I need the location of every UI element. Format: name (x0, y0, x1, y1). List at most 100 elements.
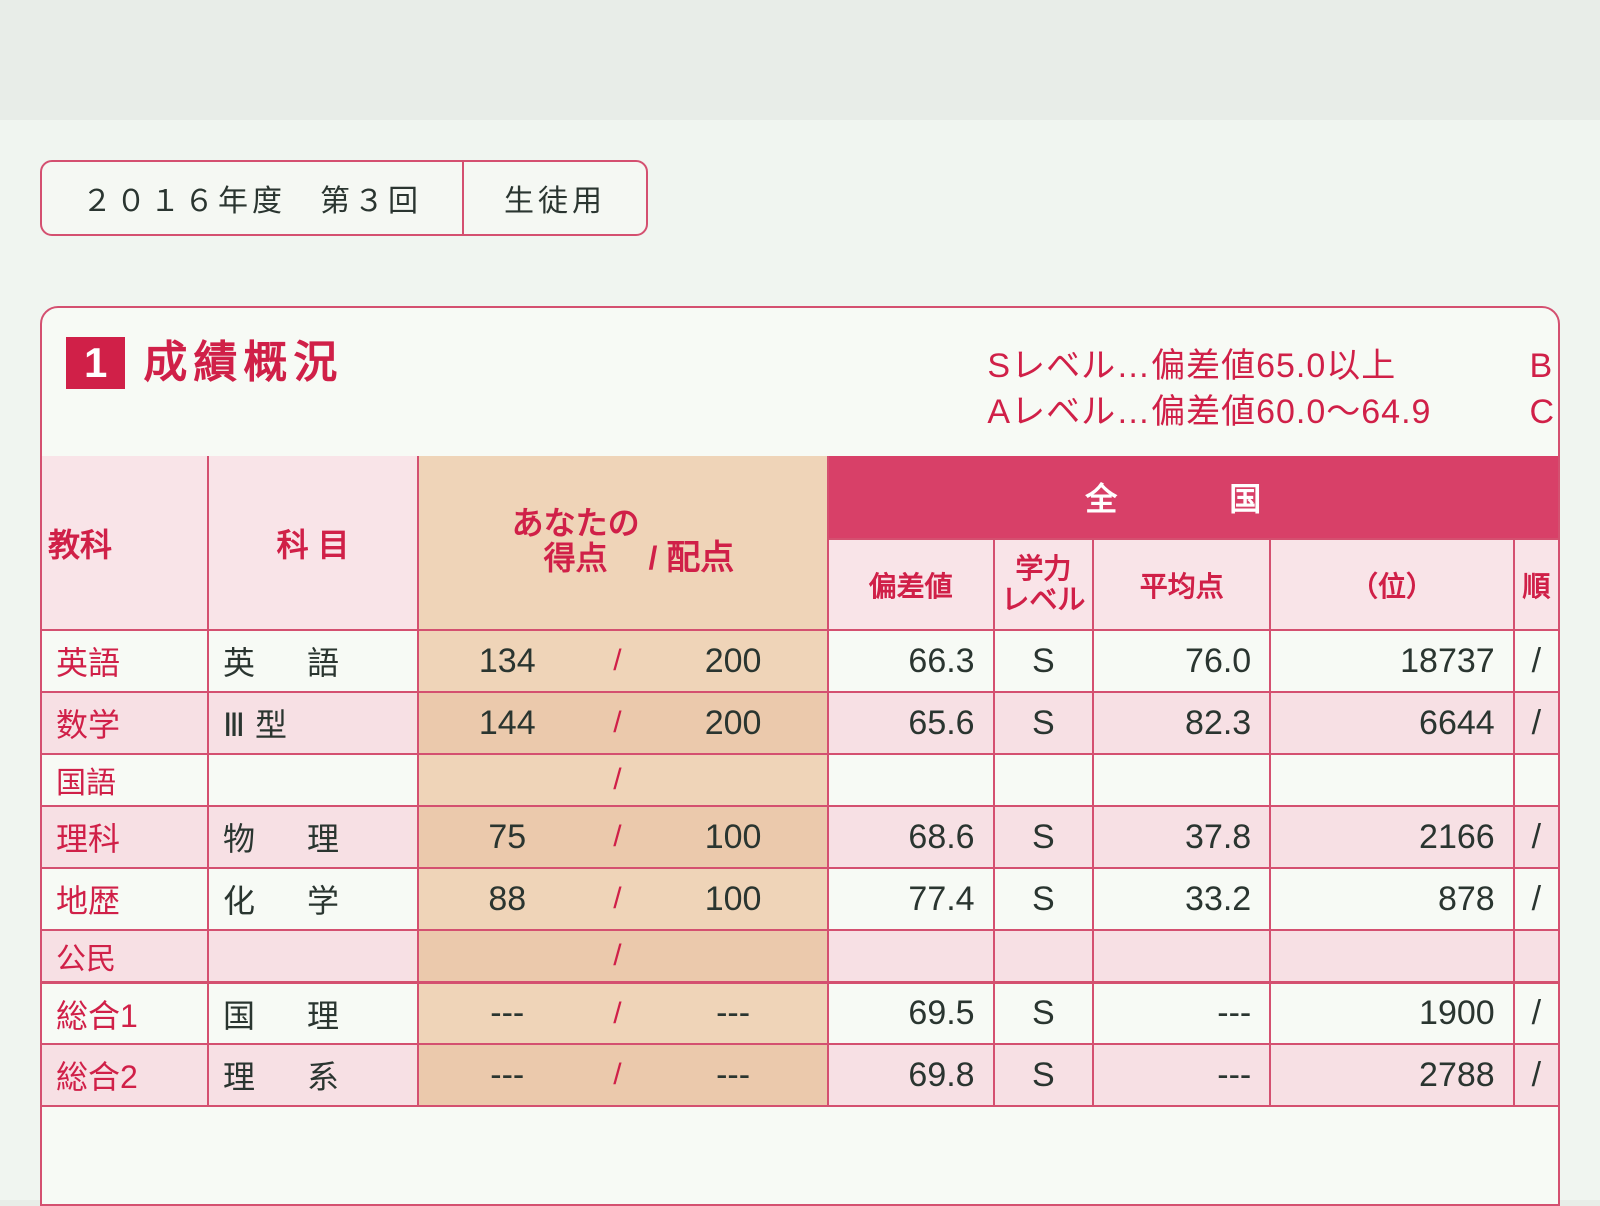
col-subject: 教科 (42, 456, 208, 631)
table-row: 数学Ⅲ型144/20065.6S82.36644/ (42, 692, 1558, 754)
row-max: --- (640, 982, 828, 1044)
row-score: 134 (418, 630, 595, 692)
row-max: 200 (640, 630, 828, 692)
row-level: S (994, 982, 1094, 1044)
row-average (1093, 754, 1270, 806)
col-item: 科 目 (208, 456, 418, 631)
row-item: 物 理 (208, 806, 418, 868)
section-title-row: 1 成績概況 Sレベル…偏差値65.0以上 Aレベル…偏差値60.0〜64.9 … (42, 308, 1558, 456)
row-slash: / (595, 1044, 639, 1106)
row-rank-sep: / (1514, 692, 1558, 754)
row-average: 37.8 (1093, 806, 1270, 868)
level-legend: Sレベル…偏差値65.0以上 Aレベル…偏差値60.0〜64.9 (987, 344, 1431, 436)
row-item (208, 930, 418, 982)
row-deviation (828, 754, 994, 806)
row-score: --- (418, 982, 595, 1044)
row-subject: 英語 (42, 630, 208, 692)
row-average: 76.0 (1093, 630, 1270, 692)
main-frame: 1 成績概況 Sレベル…偏差値65.0以上 Aレベル…偏差値60.0〜64.9 … (40, 306, 1560, 1206)
row-rank-sep: / (1514, 868, 1558, 930)
row-deviation: 69.5 (828, 982, 994, 1044)
row-rank: 878 (1270, 868, 1513, 930)
row-rank: 2788 (1270, 1044, 1513, 1106)
row-subject: 国語 (42, 754, 208, 806)
row-deviation: 77.4 (828, 868, 994, 930)
your-score-label: あなたの得点 (512, 506, 640, 576)
audience-label: 生徒用 (464, 162, 646, 234)
row-rank-sep: / (1514, 806, 1558, 868)
row-deviation: 65.6 (828, 692, 994, 754)
row-level: S (994, 868, 1094, 930)
row-rank-sep (1514, 754, 1558, 806)
row-slash: / (595, 754, 639, 806)
row-subject: 総合2 (42, 1044, 208, 1106)
col-deviation: 偏差値 (828, 539, 994, 631)
row-subject: 理科 (42, 806, 208, 868)
max-label: 配点 (666, 539, 734, 577)
row-score (418, 930, 595, 982)
col-average: 平均点 (1093, 539, 1270, 631)
row-slash: / (595, 868, 639, 930)
col-rank-right: 順 (1514, 539, 1558, 631)
table-row: 地歴化 学88/10077.4S33.2878/ (42, 868, 1558, 930)
row-max (640, 754, 828, 806)
table-row: 理科物 理75/10068.6S37.82166/ (42, 806, 1558, 868)
legend-b: B (1529, 344, 1554, 390)
row-score: 88 (418, 868, 595, 930)
row-rank (1270, 930, 1513, 982)
row-level (994, 930, 1094, 982)
col-level: 学力レベル (994, 539, 1094, 631)
row-average: --- (1093, 982, 1270, 1044)
row-item: 国 理 (208, 982, 418, 1044)
row-slash: / (595, 806, 639, 868)
row-rank: 6644 (1270, 692, 1513, 754)
row-deviation: 68.6 (828, 806, 994, 868)
row-average (1093, 930, 1270, 982)
row-item: Ⅲ型 (208, 692, 418, 754)
row-max: --- (640, 1044, 828, 1106)
table-row: 総合1国 理---/---69.5S---1900/ (42, 982, 1558, 1044)
row-level (994, 754, 1094, 806)
table-row: 国語 / (42, 754, 1558, 806)
row-level: S (994, 806, 1094, 868)
table-row: 公民 / (42, 930, 1558, 982)
col-rank-unit: （位） (1270, 539, 1513, 631)
row-max: 100 (640, 868, 828, 930)
row-rank: 2166 (1270, 806, 1513, 868)
score-report-paper: ２０１６年度 第３回 生徒用 1 成績概況 Sレベル…偏差値65.0以上 Aレベ… (0, 120, 1600, 1200)
table-row: 総合2理 系---/---69.8S---2788/ (42, 1044, 1558, 1106)
row-rank (1270, 754, 1513, 806)
row-item: 英 語 (208, 630, 418, 692)
row-rank-sep: / (1514, 630, 1558, 692)
row-average: 33.2 (1093, 868, 1270, 930)
col-national: 全 国 (828, 456, 1558, 539)
row-deviation: 69.8 (828, 1044, 994, 1106)
row-max: 200 (640, 692, 828, 754)
legend-c: C (1529, 390, 1554, 436)
table-row: 英語英 語134/20066.3S76.018737/ (42, 630, 1558, 692)
row-item: 化 学 (208, 868, 418, 930)
row-rank-sep: / (1514, 1044, 1558, 1106)
legend-line-s: Sレベル…偏差値65.0以上 (987, 344, 1431, 390)
legend-line-a: Aレベル…偏差値60.0〜64.9 (987, 390, 1431, 436)
row-rank: 1900 (1270, 982, 1513, 1044)
row-deviation (828, 930, 994, 982)
row-deviation: 66.3 (828, 630, 994, 692)
row-item (208, 754, 418, 806)
row-average: --- (1093, 1044, 1270, 1106)
row-subject: 公民 (42, 930, 208, 982)
row-slash: / (595, 692, 639, 754)
row-average: 82.3 (1093, 692, 1270, 754)
row-level: S (994, 630, 1094, 692)
row-level: S (994, 692, 1094, 754)
score-table: 教科 科 目 あなたの得点 / 配点 全 国 偏差値 学力レベル 平均点 （位）… (42, 456, 1558, 1108)
score-slash-label: / (648, 540, 657, 576)
row-slash: / (595, 930, 639, 982)
row-subject: 地歴 (42, 868, 208, 930)
row-score: 75 (418, 806, 595, 868)
row-max: 100 (640, 806, 828, 868)
row-level: S (994, 1044, 1094, 1106)
row-subject: 総合1 (42, 982, 208, 1044)
row-score: 144 (418, 692, 595, 754)
level-legend-right: B C (1529, 344, 1554, 436)
